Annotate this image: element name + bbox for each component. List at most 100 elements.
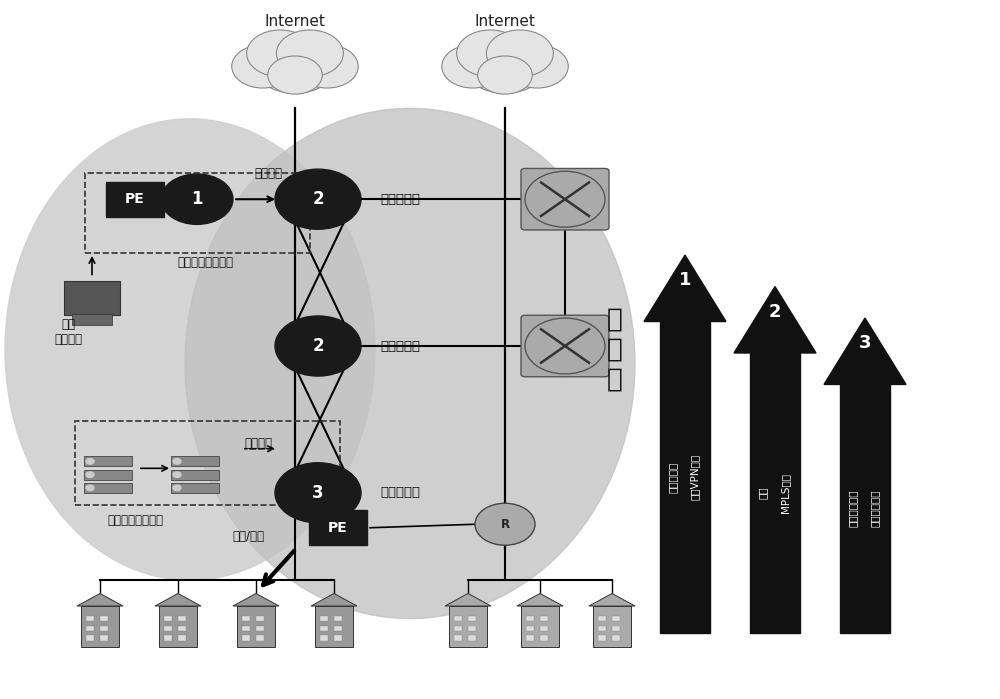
FancyBboxPatch shape xyxy=(84,483,132,493)
FancyBboxPatch shape xyxy=(521,606,559,647)
FancyBboxPatch shape xyxy=(526,616,534,621)
FancyBboxPatch shape xyxy=(315,606,353,647)
FancyBboxPatch shape xyxy=(309,510,367,545)
Circle shape xyxy=(232,45,294,88)
FancyBboxPatch shape xyxy=(164,616,172,621)
Circle shape xyxy=(478,56,532,94)
FancyBboxPatch shape xyxy=(100,635,108,641)
Text: 城
域
网: 城 域 网 xyxy=(607,306,623,393)
Circle shape xyxy=(161,174,233,224)
FancyBboxPatch shape xyxy=(237,606,275,647)
FancyBboxPatch shape xyxy=(84,470,132,480)
Circle shape xyxy=(275,316,361,376)
FancyBboxPatch shape xyxy=(598,635,606,641)
Circle shape xyxy=(173,485,181,491)
Text: 交换: 交换 xyxy=(758,487,768,499)
FancyBboxPatch shape xyxy=(86,635,94,641)
FancyBboxPatch shape xyxy=(242,635,250,641)
FancyBboxPatch shape xyxy=(468,635,476,641)
FancyBboxPatch shape xyxy=(100,626,108,631)
FancyBboxPatch shape xyxy=(242,626,250,631)
Polygon shape xyxy=(77,593,123,606)
Text: 3: 3 xyxy=(312,484,324,502)
Text: Internet: Internet xyxy=(475,15,535,29)
Polygon shape xyxy=(311,593,357,606)
Circle shape xyxy=(268,56,322,94)
FancyBboxPatch shape xyxy=(242,616,250,621)
Polygon shape xyxy=(517,593,563,606)
Ellipse shape xyxy=(5,119,375,580)
Text: 分光/镜像: 分光/镜像 xyxy=(232,531,264,543)
Text: 汇聚路由器: 汇聚路由器 xyxy=(380,340,420,352)
Text: 干净流量打: 干净流量打 xyxy=(668,461,678,493)
FancyBboxPatch shape xyxy=(164,626,172,631)
FancyBboxPatch shape xyxy=(320,616,328,621)
FancyBboxPatch shape xyxy=(178,616,186,621)
FancyBboxPatch shape xyxy=(256,616,264,621)
FancyBboxPatch shape xyxy=(593,606,631,647)
FancyBboxPatch shape xyxy=(256,635,264,641)
Polygon shape xyxy=(824,318,906,384)
FancyBboxPatch shape xyxy=(750,353,800,633)
Text: 1: 1 xyxy=(191,190,203,208)
Text: 送到用户网络: 送到用户网络 xyxy=(848,490,858,527)
FancyBboxPatch shape xyxy=(86,626,94,631)
FancyBboxPatch shape xyxy=(106,182,164,217)
Circle shape xyxy=(173,472,181,477)
Text: 业务
管理平台: 业务 管理平台 xyxy=(54,318,82,346)
Text: 2: 2 xyxy=(769,303,781,321)
FancyBboxPatch shape xyxy=(521,315,609,377)
Polygon shape xyxy=(155,593,201,606)
Circle shape xyxy=(86,459,94,464)
Circle shape xyxy=(275,463,361,523)
Text: 2: 2 xyxy=(312,337,324,355)
FancyBboxPatch shape xyxy=(468,626,476,631)
FancyBboxPatch shape xyxy=(612,635,620,641)
FancyBboxPatch shape xyxy=(178,635,186,641)
Text: 流量回注: 流量回注 xyxy=(244,438,272,450)
Circle shape xyxy=(462,33,548,93)
Circle shape xyxy=(275,169,361,229)
FancyBboxPatch shape xyxy=(454,616,462,621)
Circle shape xyxy=(86,485,94,491)
Text: 弹出标签并发: 弹出标签并发 xyxy=(870,490,880,527)
Text: PE: PE xyxy=(328,521,348,535)
FancyBboxPatch shape xyxy=(598,616,606,621)
FancyBboxPatch shape xyxy=(178,626,186,631)
FancyBboxPatch shape xyxy=(468,616,476,621)
Text: MPLS标签: MPLS标签 xyxy=(780,473,790,513)
Polygon shape xyxy=(734,287,816,353)
FancyBboxPatch shape xyxy=(454,635,462,641)
Text: 核心路由器: 核心路由器 xyxy=(380,193,420,206)
Circle shape xyxy=(296,45,358,88)
Circle shape xyxy=(276,30,343,77)
Circle shape xyxy=(252,33,338,93)
FancyBboxPatch shape xyxy=(81,606,119,647)
FancyBboxPatch shape xyxy=(334,635,342,641)
FancyBboxPatch shape xyxy=(100,616,108,621)
FancyBboxPatch shape xyxy=(598,626,606,631)
Text: R: R xyxy=(500,518,510,531)
FancyBboxPatch shape xyxy=(84,456,132,466)
Polygon shape xyxy=(589,593,635,606)
Text: PE: PE xyxy=(125,192,145,206)
FancyBboxPatch shape xyxy=(171,483,219,493)
Circle shape xyxy=(475,503,535,545)
Ellipse shape xyxy=(185,108,635,619)
Text: Internet: Internet xyxy=(265,15,325,29)
Polygon shape xyxy=(644,255,726,322)
Text: 异常流量探测部件: 异常流量探测部件 xyxy=(107,514,163,527)
FancyBboxPatch shape xyxy=(72,314,112,325)
FancyBboxPatch shape xyxy=(171,456,219,466)
Text: 流量牵引: 流量牵引 xyxy=(254,167,282,180)
Text: 业务路由器: 业务路由器 xyxy=(380,487,420,499)
Circle shape xyxy=(486,30,553,77)
FancyBboxPatch shape xyxy=(320,635,328,641)
FancyBboxPatch shape xyxy=(526,626,534,631)
FancyBboxPatch shape xyxy=(171,470,219,480)
Circle shape xyxy=(457,30,524,77)
FancyBboxPatch shape xyxy=(540,635,548,641)
Text: 异常流量清洗部件: 异常流量清洗部件 xyxy=(177,256,233,268)
Circle shape xyxy=(173,459,181,464)
Circle shape xyxy=(86,472,94,477)
